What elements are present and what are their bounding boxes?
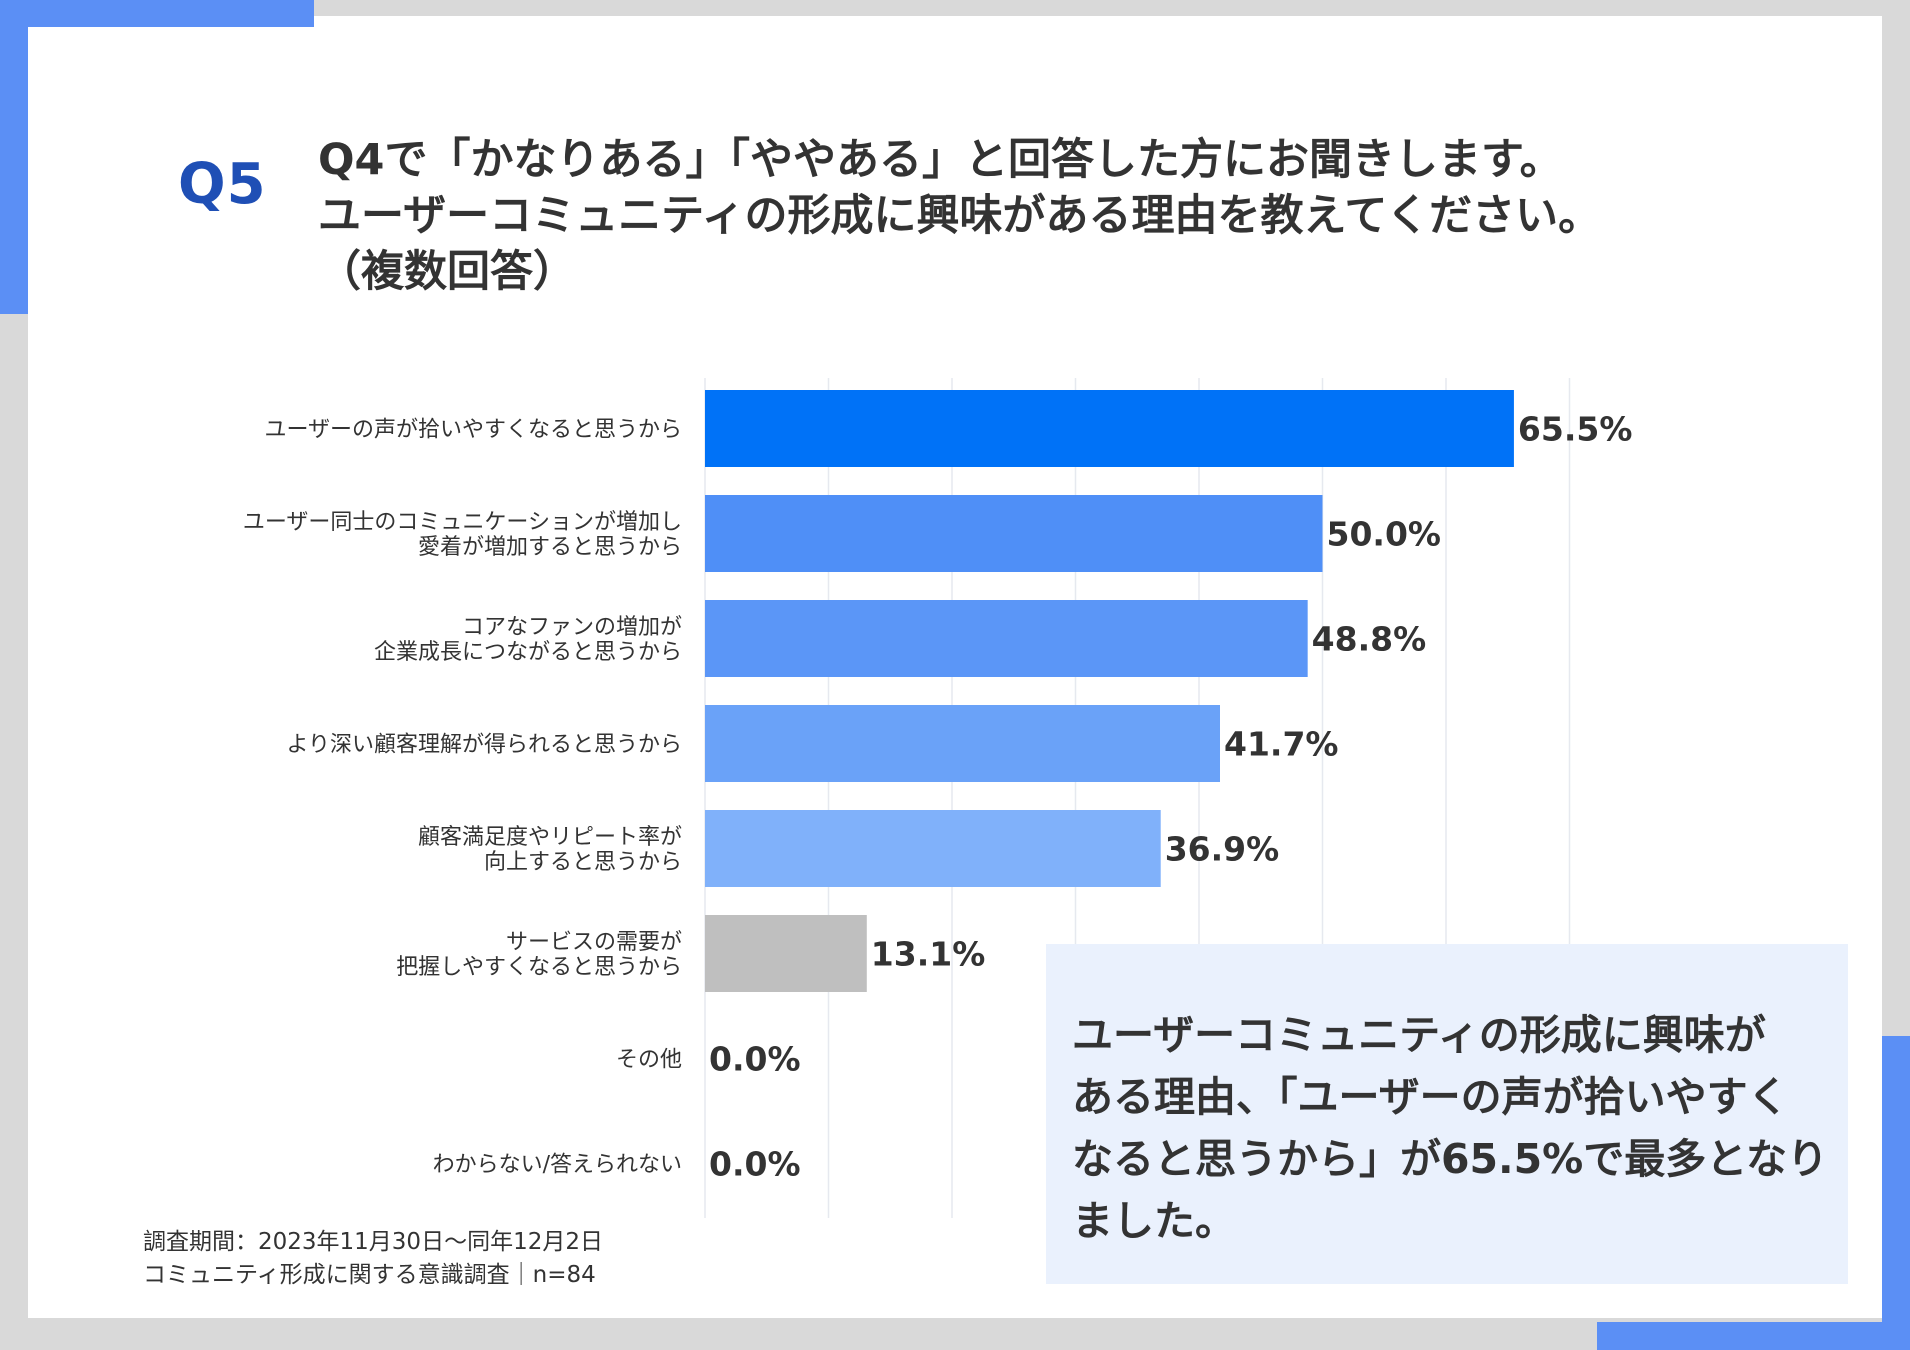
question-title: Q4で「かなりある」「ややある」と回答した方にお聞きします。 ユーザーコミュニテ… xyxy=(318,132,1768,300)
bar xyxy=(705,390,1514,467)
question-number: Q5 xyxy=(178,152,267,217)
question-title-line: （複数回答） xyxy=(318,247,576,297)
bar-value-label: 48.8% xyxy=(1312,620,1427,659)
corner-accent-left-top xyxy=(0,0,28,314)
category-label: ユーザー同士のコミュニケーションが増加し xyxy=(243,510,682,535)
category-label: 企業成長につながると思うから xyxy=(374,640,682,665)
summary-line: ユーザーコミュニティの形成に興味が xyxy=(1072,1011,1766,1059)
category-label: コアなファンの増加が xyxy=(462,615,682,640)
bar-value-label: 0.0% xyxy=(709,1040,801,1079)
category-label: わからない/答えられない xyxy=(433,1153,682,1178)
category-label: より深い顧客理解が得られると思うから xyxy=(286,733,682,758)
category-label: その他 xyxy=(616,1048,682,1073)
bar xyxy=(705,705,1220,782)
bar-value-label: 50.0% xyxy=(1327,515,1442,554)
survey-footnote: 調査期間：2023年11月30日〜同年12月2日 コミュニティ形成に関する意識調… xyxy=(143,1226,603,1292)
bar xyxy=(705,915,867,992)
summary-text: ユーザーコミュニティの形成に興味が ある理由、「ユーザーの声が拾いやすく なると… xyxy=(1072,1004,1832,1252)
category-label: 愛着が増加すると思うから xyxy=(418,535,682,560)
category-label: サービスの需要が xyxy=(506,930,682,955)
bar-value-label: 36.9% xyxy=(1165,830,1280,869)
bar-value-label: 65.5% xyxy=(1518,410,1633,449)
question-title-line: Q4で「かなりある」「ややある」と回答した方にお聞きします。 xyxy=(318,135,1563,185)
category-label: 把握しやすくなると思うから xyxy=(396,955,682,980)
bar-value-label: 0.0% xyxy=(709,1145,801,1184)
bar xyxy=(705,810,1161,887)
corner-accent-bottom-right xyxy=(1597,1322,1910,1350)
survey-period: 調査期間：2023年11月30日〜同年12月2日 xyxy=(143,1229,603,1255)
category-label: 顧客満足度やリピート率が xyxy=(418,825,682,850)
bar-value-label: 41.7% xyxy=(1224,725,1339,764)
category-label: 向上すると思うから xyxy=(484,850,682,875)
summary-line: なると思うから」が65.5%で最多となり xyxy=(1072,1135,1829,1183)
bar-value-label: 13.1% xyxy=(871,935,986,974)
question-title-line: ユーザーコミュニティの形成に興味がある理由を教えてください。 xyxy=(318,191,1602,241)
corner-accent-top-left xyxy=(0,0,314,27)
summary-line: ました。 xyxy=(1072,1197,1236,1245)
corner-accent-right-bottom xyxy=(1882,1036,1910,1350)
category-label: ユーザーの声が拾いやすくなると思うから xyxy=(264,418,682,443)
summary-line: ある理由、「ユーザーの声が拾いやすく xyxy=(1072,1073,1789,1121)
bar xyxy=(705,495,1323,572)
summary-callout: ユーザーコミュニティの形成に興味が ある理由、「ユーザーの声が拾いやすく なると… xyxy=(1046,944,1848,1284)
survey-source: コミュニティ形成に関する意識調査｜n=84 xyxy=(143,1262,596,1288)
bar xyxy=(705,600,1308,677)
